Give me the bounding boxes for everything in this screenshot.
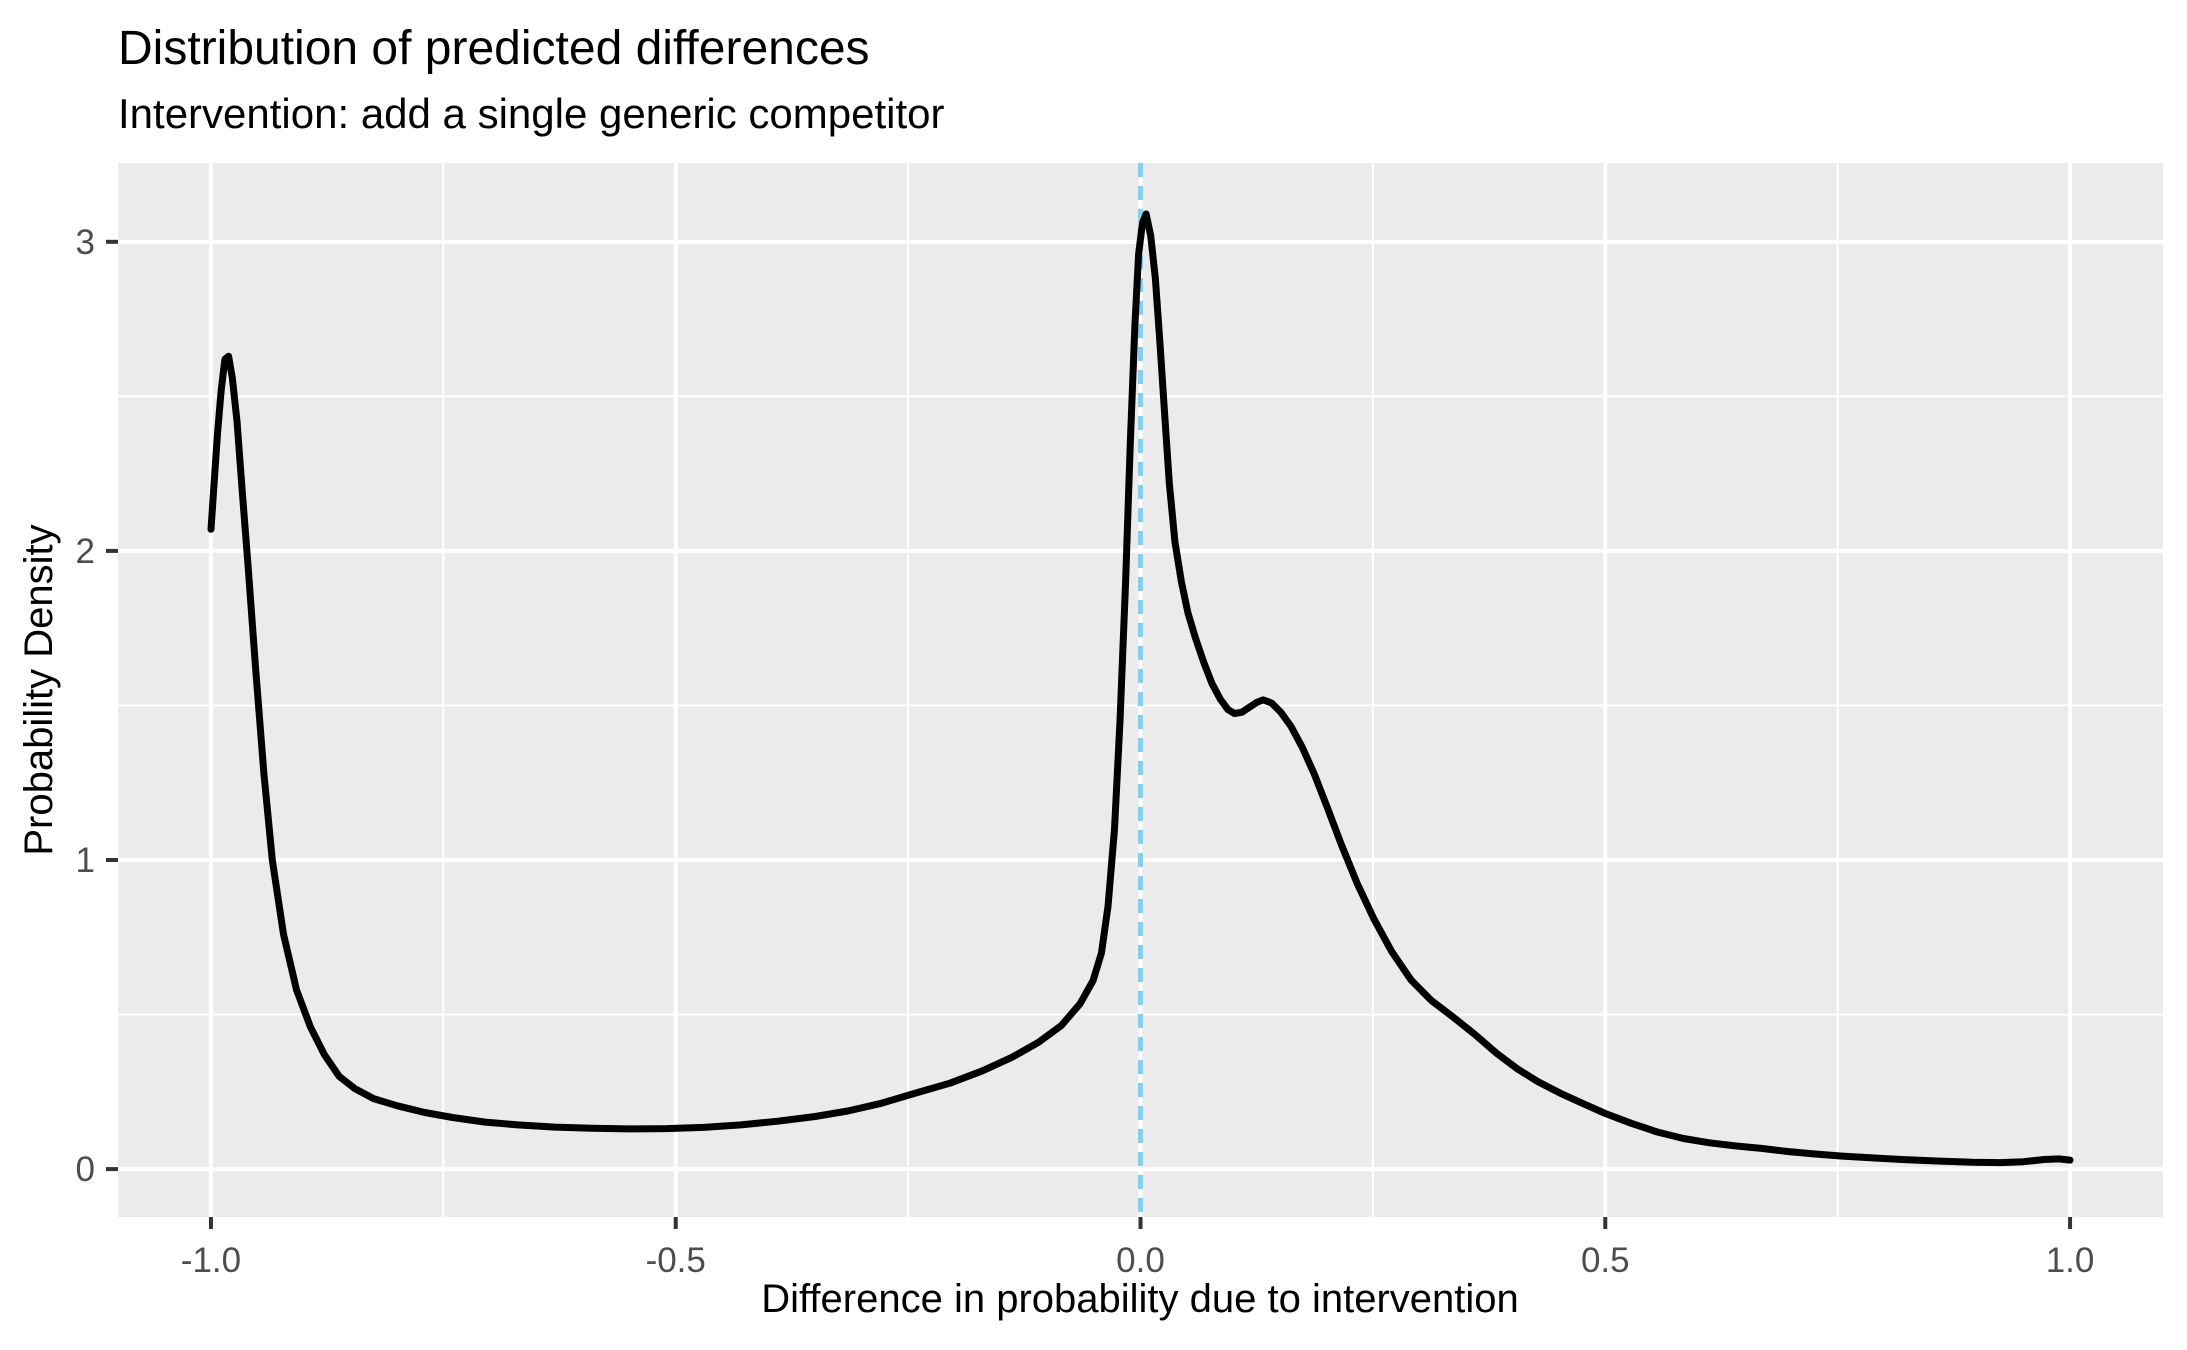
x-axis-ticks (208, 1217, 2073, 1229)
x-tick-label: 0.0 (1116, 1241, 1165, 1280)
x-tick-label: -0.5 (646, 1241, 706, 1280)
y-tick-label: 3 (76, 223, 95, 262)
plot-subtitle: Intervention: add a single generic compe… (118, 90, 945, 137)
x-tick-label: 0.5 (1581, 1241, 1630, 1280)
y-tick-label: 1 (76, 841, 95, 880)
y-tick-label: 2 (76, 532, 95, 571)
density-curve (207, 210, 2074, 1167)
plot-title: Distribution of predicted differences (118, 22, 870, 75)
x-axis-title: Difference in probability due to interve… (761, 1277, 1519, 1321)
y-tick-label: 0 (76, 1150, 95, 1189)
y-axis-ticks (106, 239, 118, 1172)
x-tick-label: -1.0 (181, 1241, 241, 1280)
y-axis-title: Probability Density (17, 524, 61, 855)
x-tick-label: 1.0 (2046, 1241, 2095, 1280)
x-axis-tick-labels: -1.0 -0.5 0.0 0.5 1.0 (181, 1241, 2095, 1280)
y-axis-tick-labels: 0 1 2 3 (76, 223, 95, 1189)
